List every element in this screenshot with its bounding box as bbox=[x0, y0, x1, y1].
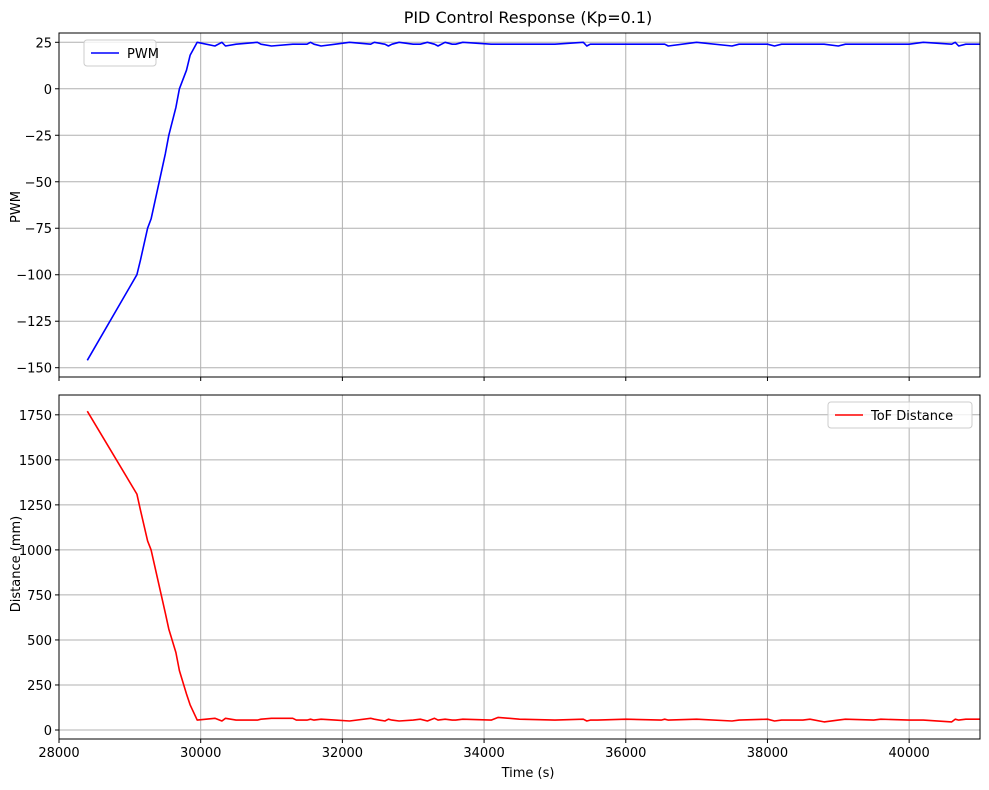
y-tick-label: 500 bbox=[27, 634, 52, 649]
y-tick-label: −100 bbox=[16, 269, 52, 284]
x-tick-label: 30000 bbox=[180, 746, 221, 761]
y-tick-label: −25 bbox=[25, 129, 52, 144]
legend-box bbox=[827, 401, 973, 429]
legend-label: PWM bbox=[127, 47, 159, 62]
axes-frame bbox=[58, 394, 981, 740]
y-tick-label: 1000 bbox=[19, 544, 52, 559]
pwm-y-axis-label: PWM bbox=[9, 191, 24, 223]
legend-label: ToF Distance bbox=[870, 409, 953, 424]
y-tick-label: 0 bbox=[44, 83, 52, 98]
x-tick-label: 38000 bbox=[747, 746, 788, 761]
legend-box bbox=[83, 39, 157, 67]
distance-plot: 28000 30000 32000 34000 36000 38000 40000 0 250 5… bbox=[19, 394, 981, 761]
x-tick-label: 28000 bbox=[38, 746, 79, 761]
y-tick-label: −150 bbox=[16, 362, 52, 377]
x-tick-label: 40000 bbox=[888, 746, 929, 761]
y-tick-label: 1500 bbox=[19, 454, 52, 469]
y-tick-label: 25 bbox=[35, 36, 52, 51]
y-tick-label: 1750 bbox=[19, 409, 52, 424]
x-axis-label: Time (s) bbox=[501, 766, 555, 781]
series-line-tof-distance bbox=[86, 410, 980, 723]
x-tick-label: 32000 bbox=[322, 746, 363, 761]
y-tick-label: −125 bbox=[16, 315, 52, 330]
series-line-pwm bbox=[86, 41, 980, 361]
y-tick-label: −75 bbox=[25, 222, 52, 237]
y-tick-label: 250 bbox=[27, 679, 52, 694]
x-tick-label: 34000 bbox=[463, 746, 504, 761]
legend: PWM bbox=[83, 39, 159, 67]
pwm-plot: −150 −125 −100 −75 −50 −25 0 25 PWM bbox=[16, 32, 981, 381]
distance-y-axis-label: Distance (mm) bbox=[9, 516, 24, 612]
y-tick-label: 0 bbox=[44, 724, 52, 739]
legend: ToF Distance bbox=[827, 401, 973, 429]
y-tick-label: −50 bbox=[25, 176, 52, 191]
y-tick-label: 1250 bbox=[19, 499, 52, 514]
axes-frame bbox=[58, 32, 981, 378]
chart-title: PID Control Response (Kp=0.1) bbox=[404, 8, 653, 27]
x-tick-label: 36000 bbox=[605, 746, 646, 761]
y-tick-label: 750 bbox=[27, 589, 52, 604]
